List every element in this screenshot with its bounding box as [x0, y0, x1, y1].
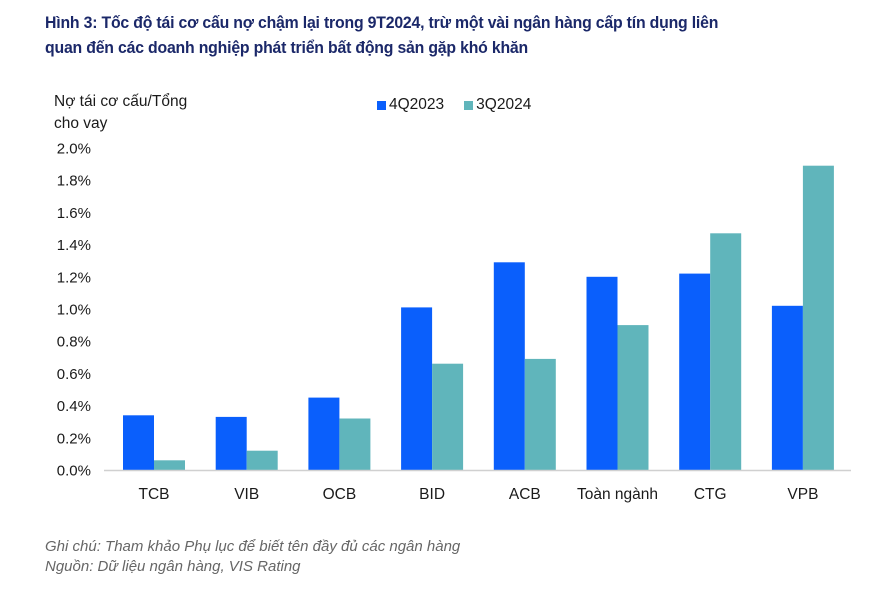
footnote-note: Ghi chú: Tham khảo Phụ lục để biết tên đ… [45, 538, 461, 555]
legend: 4Q2023 3Q2024 [377, 95, 551, 115]
x-tick-label: Toàn ngành [577, 486, 658, 503]
bar-3q2024-acb [524, 358, 556, 470]
y-tick-label: 1.6% [57, 205, 91, 222]
bar-3q2024-vib [246, 450, 278, 470]
y-axis-ticks: 0.0% 0.2% 0.4% 0.6% 0.8% 1.0% 1.2% 1.4% 1.6% 1.8%… [57, 141, 91, 480]
x-tick-label: CTG [694, 486, 727, 503]
bar-4q2023-tcb [123, 415, 154, 470]
bar-4q2023-ctg [679, 273, 711, 470]
chart-title-line-2: quan đến các doanh nghiệp phát triển bất… [45, 38, 529, 57]
legend-swatch-3q2024 [464, 100, 474, 110]
y-axis-title-line-1: Nợ tái cơ cấu/Tổng [54, 93, 188, 110]
x-axis-ticks: TCB VIB OCB BID ACB Toàn ngành CTG VPB [139, 486, 819, 503]
bar-3q2024-toàn-ngành [617, 325, 649, 470]
y-axis-title: Nợ tái cơ cấu/Tổng cho vay [54, 91, 187, 135]
y-tick-label: 1.2% [57, 269, 91, 286]
bars [123, 165, 834, 470]
y-axis-title-line-2: cho vay [54, 115, 108, 132]
y-tick-label: 1.8% [57, 173, 91, 190]
x-tick-label: OCB [323, 486, 357, 503]
x-tick-label: ACB [509, 486, 541, 503]
bar-4q2023-acb [493, 262, 525, 470]
legend-item-3q2024: 3Q2024 [464, 96, 531, 114]
bar-4q2023-vib [215, 416, 247, 470]
bar-3q2024-vpb [802, 165, 834, 470]
y-tick-label: 0.2% [57, 430, 91, 447]
x-tick-label: TCB [139, 486, 170, 503]
legend-label-3q2024: 3Q2024 [476, 96, 532, 113]
legend-label-4q2023: 4Q2023 [389, 96, 445, 113]
chart-title: Hình 3: Tốc độ tái cơ cấu nợ chậm lại tr… [45, 10, 875, 60]
x-tick-label: VPB [787, 486, 818, 503]
legend-swatch-4q2023 [377, 100, 386, 110]
bar-3q2024-bid [432, 363, 464, 470]
legend-item-4q2023: 4Q2023 [377, 96, 444, 114]
y-tick-label: 1.0% [57, 302, 91, 319]
y-tick-label: 2.0% [57, 141, 91, 158]
bar-4q2023-ocb [308, 397, 340, 470]
bar-4q2023-bid [401, 307, 433, 470]
y-tick-label: 0.6% [57, 366, 91, 383]
y-tick-label: 1.4% [57, 237, 91, 254]
y-tick-label: 0.0% [57, 463, 91, 480]
x-tick-label: BID [419, 486, 445, 503]
bar-3q2024-ocb [339, 418, 371, 470]
chart-title-line-1: Hình 3: Tốc độ tái cơ cấu nợ chậm lại tr… [45, 13, 719, 32]
footnote-source: Nguồn: Dữ liệu ngân hàng, VIS Rating [45, 558, 301, 575]
bar-3q2024-tcb [154, 460, 185, 470]
x-tick-label: VIB [234, 486, 259, 503]
bar-4q2023-vpb [771, 305, 803, 470]
y-tick-label: 0.4% [57, 398, 91, 415]
y-tick-label: 0.8% [57, 334, 91, 351]
bar-4q2023-toàn-ngành [586, 276, 618, 470]
bar-3q2024-ctg [710, 233, 742, 470]
footnote: Ghi chú: Tham khảo Phụ lục để biết tên đ… [45, 537, 460, 577]
